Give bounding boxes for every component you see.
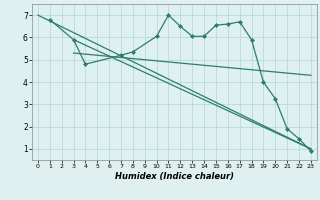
X-axis label: Humidex (Indice chaleur): Humidex (Indice chaleur) [115,172,234,181]
